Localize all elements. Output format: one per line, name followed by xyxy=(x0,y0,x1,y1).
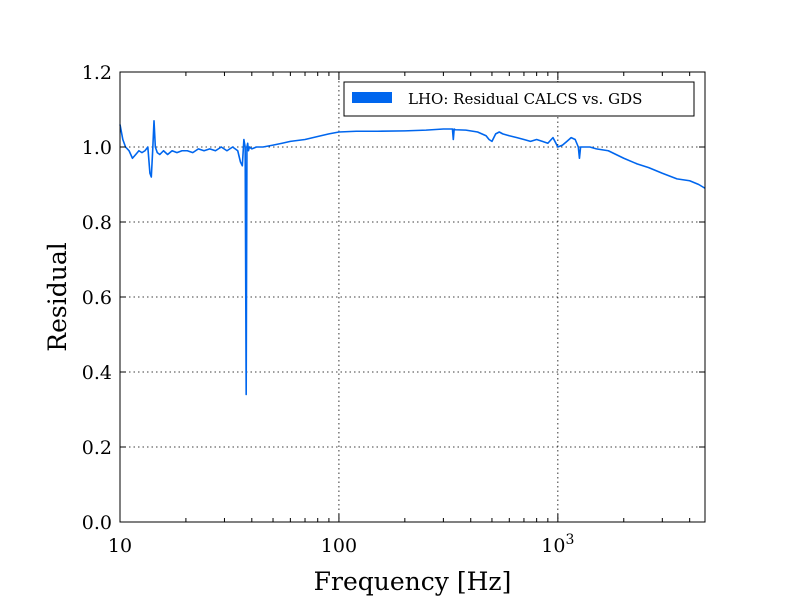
legend-swatch xyxy=(352,92,392,103)
legend: LHO: Residual CALCS vs. GDS xyxy=(343,81,695,117)
y-axis-label: Residual xyxy=(43,242,72,351)
y-tick-label: 0.4 xyxy=(82,362,112,384)
y-tick-label: 0.2 xyxy=(82,437,112,459)
x-tick-label: 103 xyxy=(541,532,574,557)
y-tick-label: 1.0 xyxy=(82,137,112,159)
x-tick-label: 100 xyxy=(321,535,357,557)
series-layer xyxy=(119,119,706,396)
y-tick-label: 0.0 xyxy=(82,512,112,534)
legend-box xyxy=(343,81,695,117)
series-line xyxy=(119,119,706,396)
legend-label: LHO: Residual CALCS vs. GDS xyxy=(408,90,642,108)
ticks: 0.0 0.2 0.4 0.6 0.8 1.0 1.2 10 100 103 xyxy=(82,62,705,557)
grid xyxy=(120,72,705,522)
y-tick-label: 0.6 xyxy=(82,287,112,309)
x-axis-label: Frequency [Hz] xyxy=(314,567,512,596)
y-tick-label: 0.8 xyxy=(82,212,112,234)
y-tick-label: 1.2 xyxy=(82,62,112,84)
x-tick-label: 10 xyxy=(108,535,132,557)
